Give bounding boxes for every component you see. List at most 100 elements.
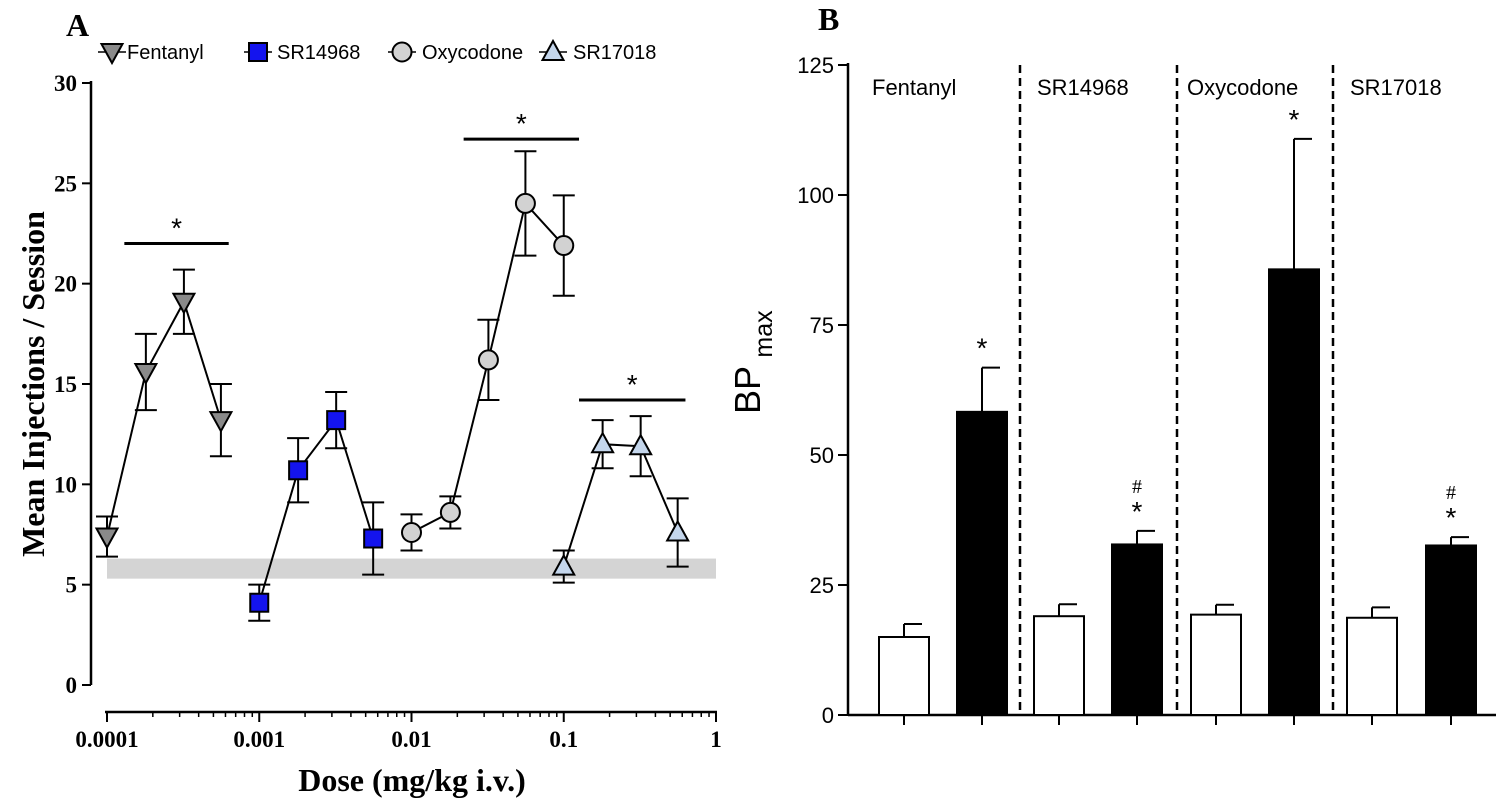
series-line-sr14968 [258,417,375,604]
baseline-band [107,558,716,579]
series-line-fentanyl [106,299,222,537]
bar-oxycodone-black: * [1268,104,1320,725]
y-ticks: 0 25 50 75 100 125 [797,53,848,728]
legend-marker [391,41,413,63]
y-tick-label: 125 [797,53,834,78]
significance-bracket: * [124,213,229,246]
y-tick-label: 15 [54,372,77,397]
bar-sr17018-white [1346,606,1398,725]
data-point [665,519,690,542]
bars: **#**# [878,104,1477,725]
bar-sr14968-black: *# [1111,476,1163,725]
x-tick-label: 0.001 [233,727,285,752]
data-point [477,349,499,371]
y-tick-label: 10 [54,472,77,497]
data-point [628,433,653,456]
y-axis-title-sub: max [750,310,778,358]
y-axis-title: Mean Injections / Session [15,211,51,557]
bar-fentanyl-white [878,623,930,725]
y-tick-label: 20 [54,272,77,297]
bar-fentanyl-black: * [956,333,1008,725]
significance-star: * [977,333,988,364]
group-labels: Fentanyl SR14968 Oxycodone SR17018 [872,75,1442,100]
data-point [208,411,234,434]
data-point [326,410,347,431]
legend-label: Fentanyl [127,42,204,64]
significance-star: * [1446,502,1457,533]
data-point [171,292,197,315]
data-point [553,235,575,257]
legend-label: Oxycodone [422,42,523,64]
bar [956,410,1008,716]
series-sr17018 [551,415,690,584]
legend-item-sr14968: SR14968 [244,42,360,64]
data-point [133,362,159,386]
group-label-sr17018: SR17018 [1350,75,1442,100]
x-tick-label: 1 [710,727,722,752]
bar [1425,544,1477,716]
significance-bracket: * [463,108,580,141]
bar [1268,268,1320,716]
y-ticks: 0 5 10 15 20 25 30 [54,71,91,698]
bar [1346,616,1398,717]
significance-star: * [516,108,527,139]
significance-star: * [171,213,182,244]
series-fentanyl [94,268,234,558]
bar [878,636,930,716]
bar [1111,543,1163,716]
data-point [363,528,384,549]
legend-marker [99,43,125,66]
y-tick-label: 25 [810,573,834,598]
panel-a-label: A [66,7,89,43]
data-point [249,592,270,613]
data-point [514,192,536,214]
legend-item-oxycodone: Oxycodone [388,41,523,64]
y-tick-label: 50 [810,443,834,468]
panel-b-label: B [818,1,839,37]
data-point [590,431,615,454]
bar [1033,615,1085,717]
significance-star: * [1289,104,1300,135]
x-tick-label: 0.0001 [75,727,138,752]
data-point [288,460,309,481]
series-oxycodone [400,150,575,552]
bar-sr17018-black: *# [1425,482,1477,725]
significance-bracket: * [579,369,686,402]
x-ticks: 0.0001 0.001 0.01 0.1 1 [75,712,722,752]
y-axis-title: BP max [727,310,778,414]
series-sr14968 [248,391,385,622]
data-point [401,521,422,543]
group-label-oxycodone: Oxycodone [1187,75,1298,100]
bar-sr14968-white [1033,603,1085,725]
significance-star: * [627,369,638,400]
y-tick-label: 25 [54,171,77,196]
y-tick-label: 0 [66,673,78,698]
y-tick-label: 0 [822,703,834,728]
y-tick-label: 30 [54,71,77,96]
y-axis-title-main: BP [727,366,768,414]
bar-oxycodone-white [1190,603,1242,725]
x-tick-label: 0.01 [391,727,431,752]
x-tick-label: 0.1 [549,727,578,752]
legend: Fentanyl SR14968 Oxycodone SR17018 [98,38,656,66]
significance-star: * [1132,496,1143,527]
legend-label: SR17018 [573,42,656,64]
data-point [551,553,576,576]
legend-item-fentanyl: Fentanyl [98,42,204,66]
data-point [94,527,120,550]
data-point [439,501,461,523]
legend-marker [248,42,268,62]
legend-label: SR14968 [277,42,360,64]
y-tick-label: 75 [810,313,834,338]
legend-marker [540,38,566,61]
series-line-sr17018 [562,443,679,567]
y-tick-label: 100 [797,183,834,208]
group-label-fentanyl: Fentanyl [872,75,956,100]
panel-a: A 0 5 10 15 20 25 30 0.0001 0.001 0.01 0.1 1 Dose (mg… [15,7,722,798]
group-label-sr14968: SR14968 [1037,75,1129,100]
significance-hash: # [1446,482,1456,504]
y-tick-label: 5 [66,573,78,598]
legend-item-sr17018: SR17018 [539,38,656,64]
